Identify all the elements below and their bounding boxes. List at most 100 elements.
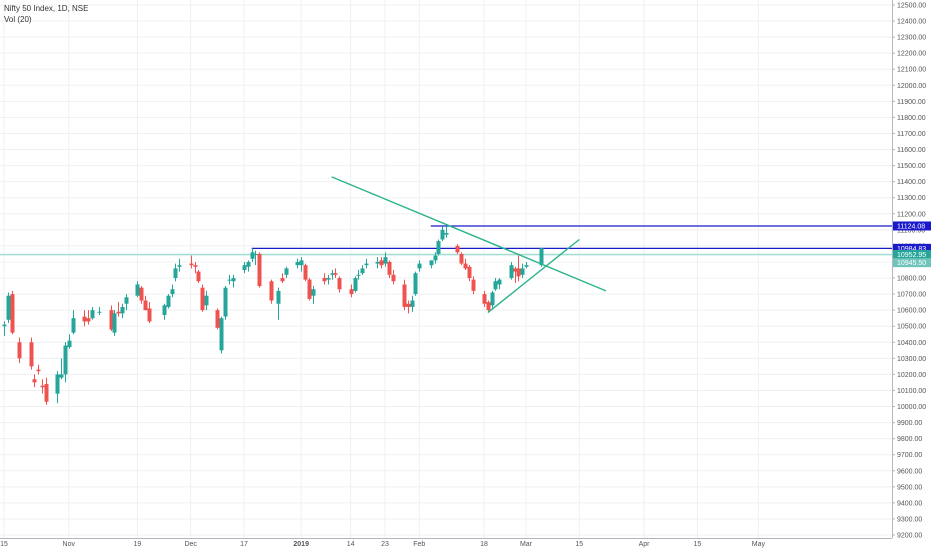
candle[interactable] bbox=[196, 270, 201, 283]
candle[interactable] bbox=[166, 294, 171, 309]
trend-line-0[interactable] bbox=[331, 176, 607, 292]
candle[interactable] bbox=[112, 310, 117, 336]
candle[interactable] bbox=[2, 321, 7, 336]
candle[interactable] bbox=[391, 270, 396, 285]
candle[interactable] bbox=[253, 250, 258, 266]
candle[interactable] bbox=[71, 310, 76, 335]
candle[interactable] bbox=[379, 257, 384, 269]
candle[interactable] bbox=[139, 286, 144, 304]
candle[interactable] bbox=[276, 287, 281, 320]
candle[interactable] bbox=[413, 271, 418, 296]
candle[interactable] bbox=[246, 260, 251, 272]
candle[interactable] bbox=[97, 306, 102, 315]
candle[interactable] bbox=[364, 258, 369, 269]
candle[interactable] bbox=[17, 337, 22, 364]
candle[interactable] bbox=[109, 305, 114, 332]
candle[interactable] bbox=[204, 290, 209, 311]
candle[interactable] bbox=[471, 276, 476, 295]
candle[interactable] bbox=[6, 292, 11, 323]
candle[interactable] bbox=[59, 358, 64, 380]
candle[interactable] bbox=[417, 260, 422, 272]
candle[interactable] bbox=[516, 255, 521, 282]
price-axis[interactable]: 12500.00 12400.00 12300.00 12200.00 12100.00… bbox=[892, 0, 932, 550]
candle[interactable] bbox=[257, 252, 262, 288]
candle[interactable] bbox=[177, 258, 182, 272]
candle[interactable] bbox=[189, 255, 194, 269]
candle[interactable] bbox=[509, 261, 514, 280]
candle[interactable] bbox=[120, 303, 125, 319]
horizontal-level-lines[interactable] bbox=[251, 225, 892, 249]
trend-line-1[interactable] bbox=[487, 238, 580, 314]
candle[interactable] bbox=[116, 302, 121, 317]
candle[interactable] bbox=[55, 371, 60, 404]
candle[interactable] bbox=[326, 274, 331, 285]
candle[interactable] bbox=[333, 268, 338, 279]
candle[interactable] bbox=[162, 303, 167, 320]
candlestick-series[interactable] bbox=[0, 225, 544, 405]
candle[interactable] bbox=[524, 261, 529, 269]
candle[interactable] bbox=[295, 258, 300, 269]
candle[interactable] bbox=[269, 279, 274, 304]
candle[interactable] bbox=[215, 308, 220, 330]
candle[interactable] bbox=[493, 278, 498, 291]
candle[interactable] bbox=[402, 279, 407, 311]
candle[interactable] bbox=[10, 290, 15, 335]
candle[interactable] bbox=[29, 337, 34, 370]
candle[interactable] bbox=[497, 278, 502, 290]
candle[interactable] bbox=[513, 266, 518, 283]
candle[interactable] bbox=[322, 273, 327, 285]
trend-lines[interactable] bbox=[331, 176, 607, 314]
candle[interactable] bbox=[429, 260, 434, 269]
candle[interactable] bbox=[330, 270, 335, 280]
candle[interactable] bbox=[200, 284, 205, 312]
candle[interactable] bbox=[124, 294, 129, 311]
candle[interactable] bbox=[32, 374, 37, 388]
candle[interactable] bbox=[486, 300, 491, 313]
candle[interactable] bbox=[280, 273, 285, 283]
candle[interactable] bbox=[360, 265, 365, 275]
candle[interactable] bbox=[375, 257, 380, 269]
candle[interactable] bbox=[173, 263, 178, 282]
candle[interactable] bbox=[67, 334, 72, 349]
candle[interactable] bbox=[467, 265, 472, 282]
candle[interactable] bbox=[82, 310, 87, 327]
candle[interactable] bbox=[44, 377, 49, 405]
candle[interactable] bbox=[353, 276, 358, 293]
candle[interactable] bbox=[147, 302, 152, 323]
candle[interactable] bbox=[170, 284, 175, 298]
candle[interactable] bbox=[242, 261, 247, 274]
candle[interactable] bbox=[63, 342, 68, 383]
candle[interactable] bbox=[520, 263, 525, 279]
candle[interactable] bbox=[231, 274, 236, 288]
candle[interactable] bbox=[455, 244, 460, 254]
candle[interactable] bbox=[387, 260, 392, 279]
candle[interactable] bbox=[410, 295, 415, 312]
candle[interactable] bbox=[406, 300, 411, 314]
candle[interactable] bbox=[223, 286, 228, 320]
volume-indicator-label[interactable]: Vol (20) bbox=[4, 15, 32, 24]
candle[interactable] bbox=[349, 284, 354, 298]
candle[interactable] bbox=[490, 290, 495, 309]
candle[interactable] bbox=[433, 252, 438, 264]
candle[interactable] bbox=[227, 274, 232, 285]
candle[interactable] bbox=[250, 248, 255, 262]
candle[interactable] bbox=[307, 278, 312, 301]
candle[interactable] bbox=[90, 306, 95, 320]
candle[interactable] bbox=[459, 252, 464, 266]
candle[interactable] bbox=[36, 364, 41, 375]
candle[interactable] bbox=[436, 239, 441, 256]
candle[interactable] bbox=[299, 257, 304, 272]
candle[interactable] bbox=[219, 316, 224, 354]
candle[interactable] bbox=[337, 276, 342, 293]
candle[interactable] bbox=[311, 286, 316, 304]
candle[interactable] bbox=[143, 295, 148, 311]
candle[interactable] bbox=[303, 263, 308, 282]
candle[interactable] bbox=[440, 226, 445, 242]
symbol-title[interactable]: Nifty 50 Index, 1D, NSE bbox=[4, 4, 89, 13]
candle[interactable] bbox=[444, 225, 449, 238]
candle[interactable] bbox=[356, 270, 361, 280]
time-axis[interactable]: 15 Nov 19 Dec 17 2019 14 23 Feb 18 Mar 15 Apr 15 May bbox=[0, 538, 892, 549]
candle[interactable] bbox=[383, 252, 388, 267]
candle[interactable] bbox=[86, 310, 91, 325]
